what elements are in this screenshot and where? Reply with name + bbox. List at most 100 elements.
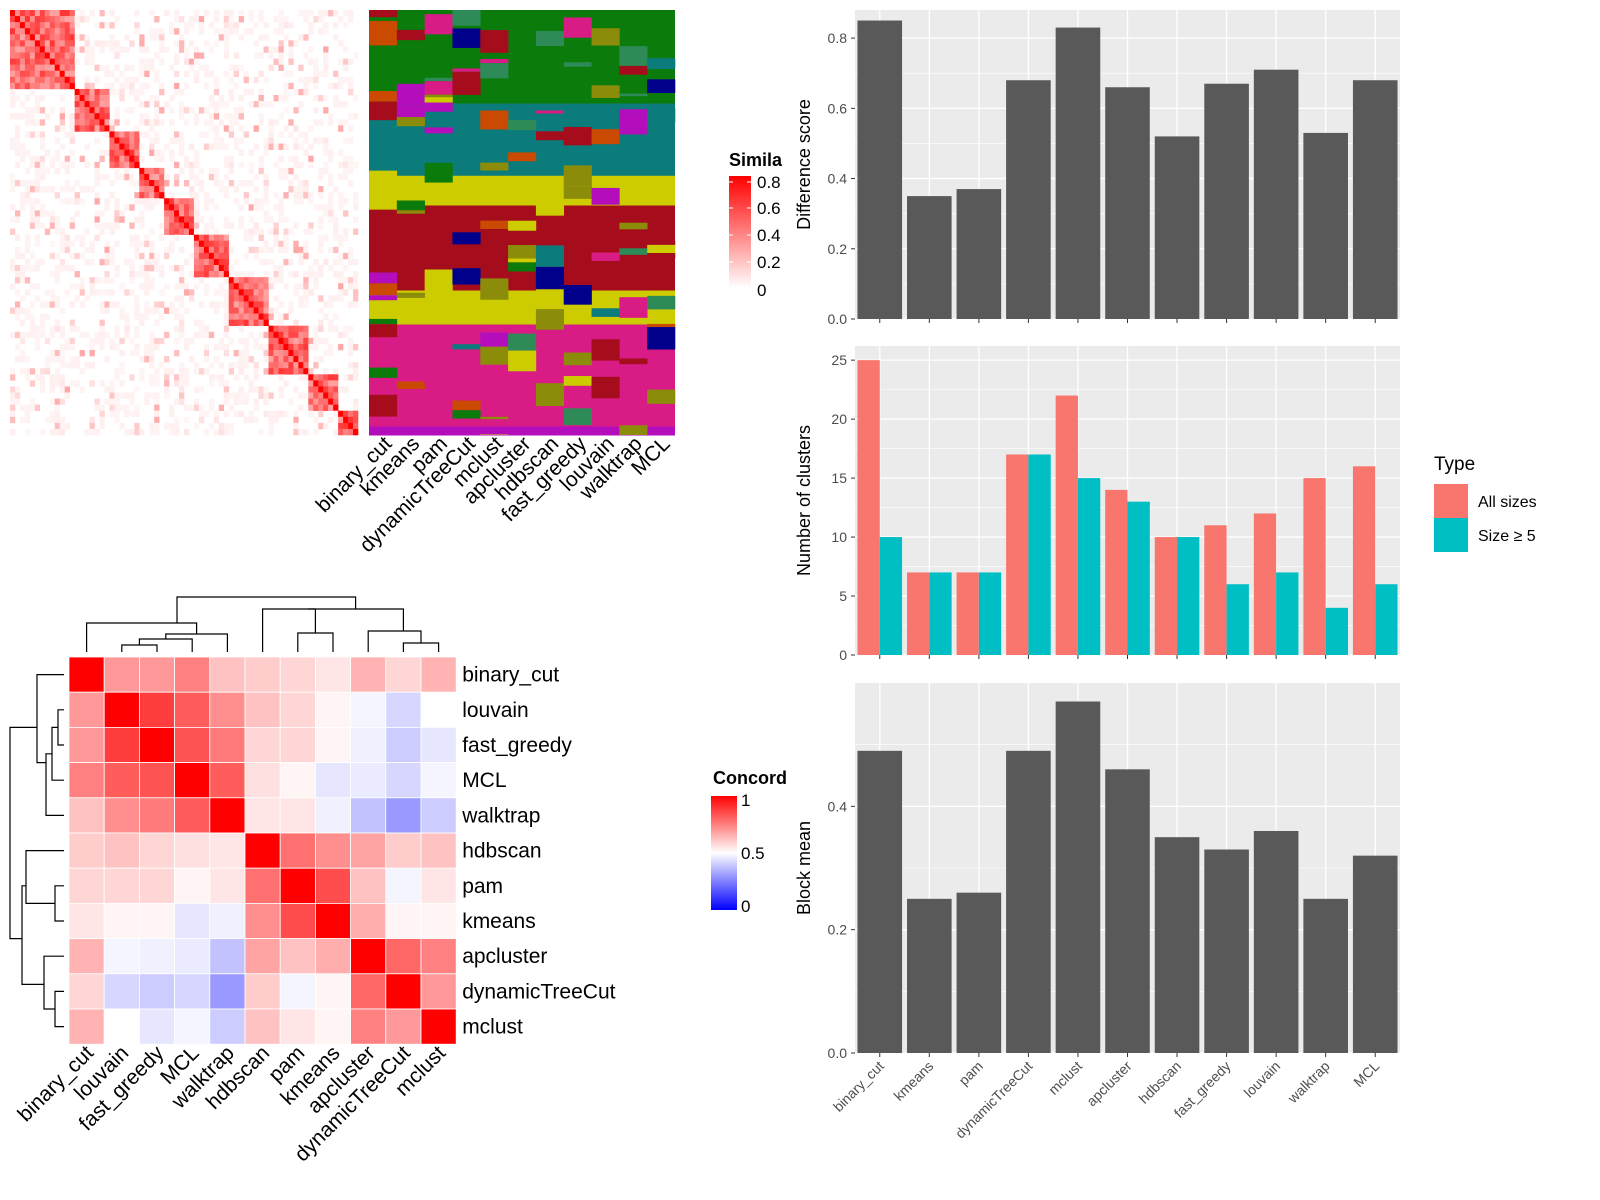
label-cell <box>535 30 565 47</box>
similarity-cell <box>74 101 80 108</box>
similarity-cell <box>293 198 299 205</box>
bar <box>1325 607 1348 655</box>
similarity-cell <box>278 143 284 150</box>
similarity-cell <box>353 368 359 375</box>
similarity-cell <box>10 410 16 418</box>
similarity-cell <box>258 234 264 242</box>
similarity-cell <box>24 234 31 242</box>
similarity-cell <box>303 343 309 351</box>
similarity-cell <box>208 252 215 260</box>
similarity-cell <box>10 82 16 90</box>
similarity-cell <box>179 374 185 381</box>
similarity-cell <box>59 240 65 248</box>
similarity-cell <box>59 258 65 266</box>
similarity-cell <box>154 101 160 108</box>
similarity-cell <box>144 131 150 138</box>
similarity-cell <box>34 16 41 23</box>
similarity-cell <box>338 40 344 47</box>
concordance-cell <box>314 762 351 799</box>
similarity-cell <box>159 265 165 272</box>
similarity-cell <box>64 16 70 23</box>
similarity-cell <box>313 392 319 399</box>
similarity-cell <box>94 277 100 284</box>
similarity-cell <box>29 186 36 193</box>
similarity-cell <box>29 180 36 187</box>
similarity-cell <box>124 119 130 126</box>
similarity-cell <box>104 107 110 114</box>
similarity-cell <box>84 101 90 108</box>
similarity-cell <box>223 289 230 296</box>
similarity-cell <box>179 331 185 339</box>
similarity-cell <box>44 337 51 345</box>
similarity-cell <box>49 295 56 302</box>
similarity-cell <box>203 350 210 357</box>
y-tick-label: 0.2 <box>828 922 848 938</box>
similarity-cell <box>253 416 259 424</box>
similarity-cell <box>109 343 115 351</box>
concordance-cell <box>103 656 140 693</box>
similarity-cell <box>109 40 115 47</box>
similarity-cell <box>273 204 279 211</box>
concordance-cell <box>314 1008 351 1045</box>
x-tick-label: kmeans <box>890 1058 936 1104</box>
similarity-cell <box>104 119 110 126</box>
similarity-cell <box>353 216 359 223</box>
similarity-cell <box>134 422 140 430</box>
similarity-cell <box>139 131 145 138</box>
similarity-cell <box>44 356 51 363</box>
similarity-cell <box>333 392 339 399</box>
similarity-cell <box>174 416 180 424</box>
similarity-cell <box>288 228 294 235</box>
similarity-cell <box>323 301 329 308</box>
similarity-cell <box>24 404 31 412</box>
similarity-cell <box>114 64 120 72</box>
similarity-cell <box>233 22 239 29</box>
similarity-cell <box>139 210 145 217</box>
similarity-cell <box>39 258 46 266</box>
similarity-cell <box>174 137 180 144</box>
similarity-cell <box>218 246 225 254</box>
bar <box>1226 584 1249 655</box>
similarity-cell <box>253 173 259 181</box>
similarity-cell <box>343 234 349 242</box>
label-cell <box>396 200 425 211</box>
similarity-cell <box>54 28 61 35</box>
similarity-cell <box>94 180 100 187</box>
similarity-cell <box>288 368 294 375</box>
similarity-cell <box>313 76 319 84</box>
similarity-cell <box>10 186 16 193</box>
similarity-cell <box>179 380 185 387</box>
similarity-cell <box>164 368 170 375</box>
similarity-cell <box>313 386 319 393</box>
similarity-cell <box>159 289 165 296</box>
similarity-cell <box>253 40 259 47</box>
concordance-cell <box>385 762 422 799</box>
similarity-cell <box>109 192 115 199</box>
similarity-cell <box>49 325 56 333</box>
similarity-cell <box>243 343 249 351</box>
similarity-cell <box>184 70 190 78</box>
similarity-cell <box>248 88 254 96</box>
similarity-cell <box>298 192 304 199</box>
similarity-cell <box>238 319 244 327</box>
similarity-cell <box>283 95 289 102</box>
similarity-cell <box>208 234 215 242</box>
similarity-cell <box>149 392 155 399</box>
similarity-cell <box>184 307 190 314</box>
similarity-cell <box>39 313 46 320</box>
similarity-cell <box>174 216 180 223</box>
similarity-cell <box>208 101 215 108</box>
similarity-cell <box>228 295 235 302</box>
similarity-cell <box>19 64 26 72</box>
similarity-cell <box>84 362 90 369</box>
similarity-cell <box>213 204 220 211</box>
similarity-cell <box>99 155 105 163</box>
similarity-cell <box>114 301 120 308</box>
similarity-cell <box>188 210 195 217</box>
similarity-cell <box>253 252 259 260</box>
bar <box>907 898 952 1053</box>
similarity-cell <box>134 234 140 242</box>
similarity-cell <box>14 277 21 284</box>
similarity-cell <box>228 283 235 290</box>
